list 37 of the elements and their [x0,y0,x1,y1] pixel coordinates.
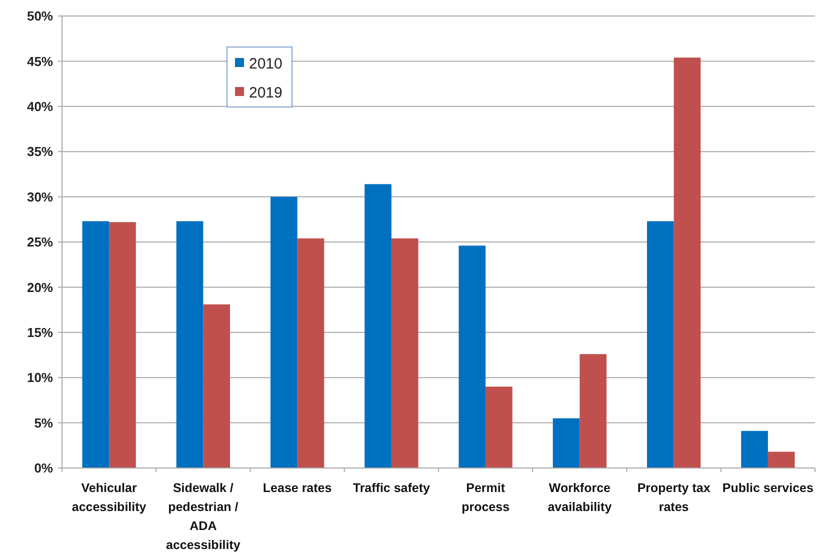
bar [552,418,580,468]
x-tick-label: Property tax rates [637,481,710,514]
legend-label: 2019 [249,84,282,102]
bar [203,304,230,468]
y-tick-label: 45% [26,54,54,69]
x-tick-label: Lease rates [262,481,332,495]
bar [364,184,392,468]
x-tick-label: Vehicular accessibility [72,481,146,514]
bar [391,238,418,468]
bar [768,452,795,468]
y-tick-label: 5% [34,415,54,430]
bar [270,196,298,468]
legend-label: 2010 [249,55,282,72]
bar [297,238,324,468]
x-tick-label: Permit process [462,481,510,514]
y-tick-label: 25% [26,234,54,250]
y-tick-label: 0% [34,460,54,476]
y-tick-label: 50% [26,8,54,24]
bar [458,246,486,468]
x-tick-label: Sidewalk / pedestrian / ADA accessibility [166,481,240,552]
y-tick-label: 15% [26,324,54,340]
bar [176,221,204,468]
y-tick-label: 20% [26,280,54,295]
bar [82,221,110,468]
bar [741,430,768,468]
y-tick-label: 35% [26,144,54,160]
bar [486,386,512,468]
bar [674,58,701,468]
y-tick-label: 30% [26,189,54,204]
y-tick-label: 10% [26,370,54,386]
bar [580,354,607,468]
y-tick-label: 40% [26,98,54,114]
x-tick-label: Traffic safety [352,481,430,495]
x-tick-label: Public services [722,481,814,495]
x-tick-label: Workforce availability [548,481,612,514]
bar [109,222,136,468]
bar [646,221,674,468]
